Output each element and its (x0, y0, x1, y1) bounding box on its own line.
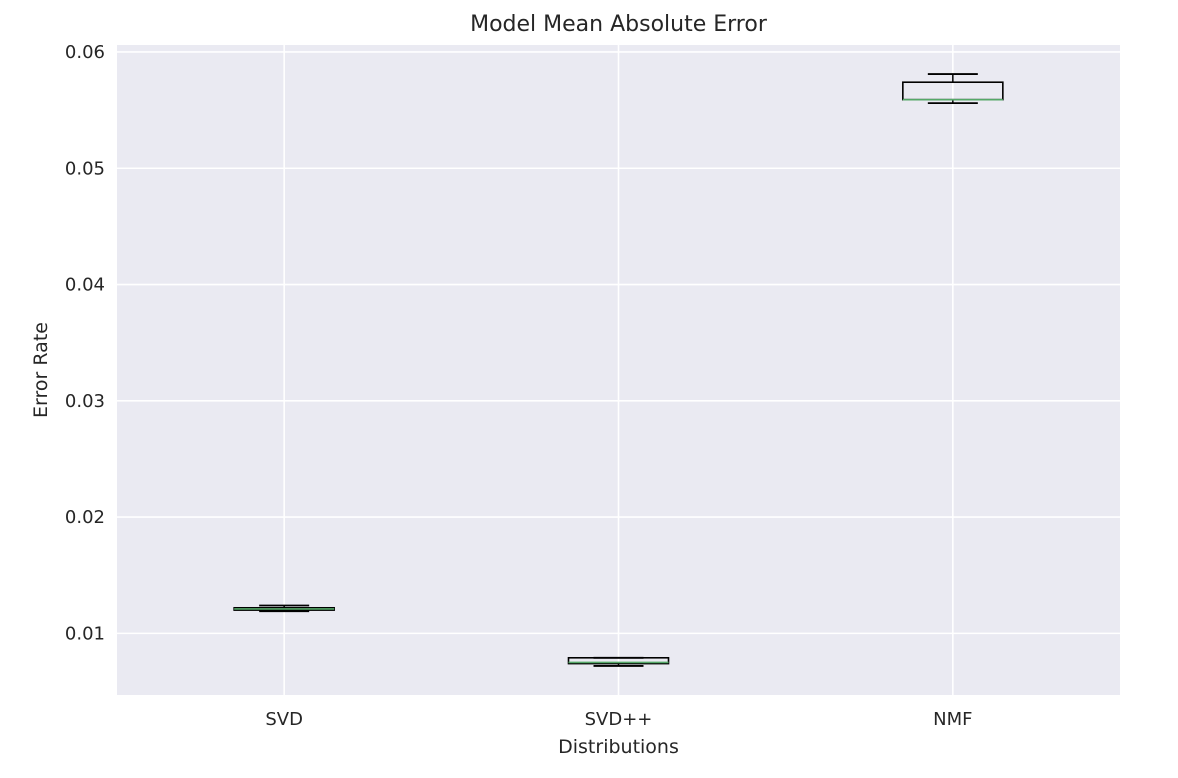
x-tick-label: SVD (265, 709, 303, 730)
y-tick-label: 0.03 (65, 391, 105, 412)
chart-title: Model Mean Absolute Error (470, 12, 768, 37)
y-tick-label: 0.04 (65, 275, 105, 296)
y-tick-label: 0.05 (65, 158, 105, 179)
y-tick-labels: 0.01 0.02 0.03 0.04 0.05 0.06 (65, 42, 105, 644)
y-tick-label: 0.02 (65, 507, 105, 528)
y-tick-label: 0.06 (65, 42, 105, 63)
box-group (233, 604, 335, 613)
x-axis-label: Distributions (558, 736, 679, 758)
iqr-box (567, 656, 670, 665)
box-group (567, 656, 670, 667)
y-tick-label: 0.01 (65, 623, 105, 644)
y-axis-label: Error Rate (30, 322, 52, 418)
x-tick-label: NMF (933, 709, 972, 730)
box-group (902, 73, 1004, 105)
x-tick-labels: SVD SVD++ NMF (265, 709, 972, 730)
grid-lines (117, 45, 1120, 695)
x-tick-label: SVD++ (585, 709, 653, 730)
boxes-layer (233, 73, 1004, 667)
